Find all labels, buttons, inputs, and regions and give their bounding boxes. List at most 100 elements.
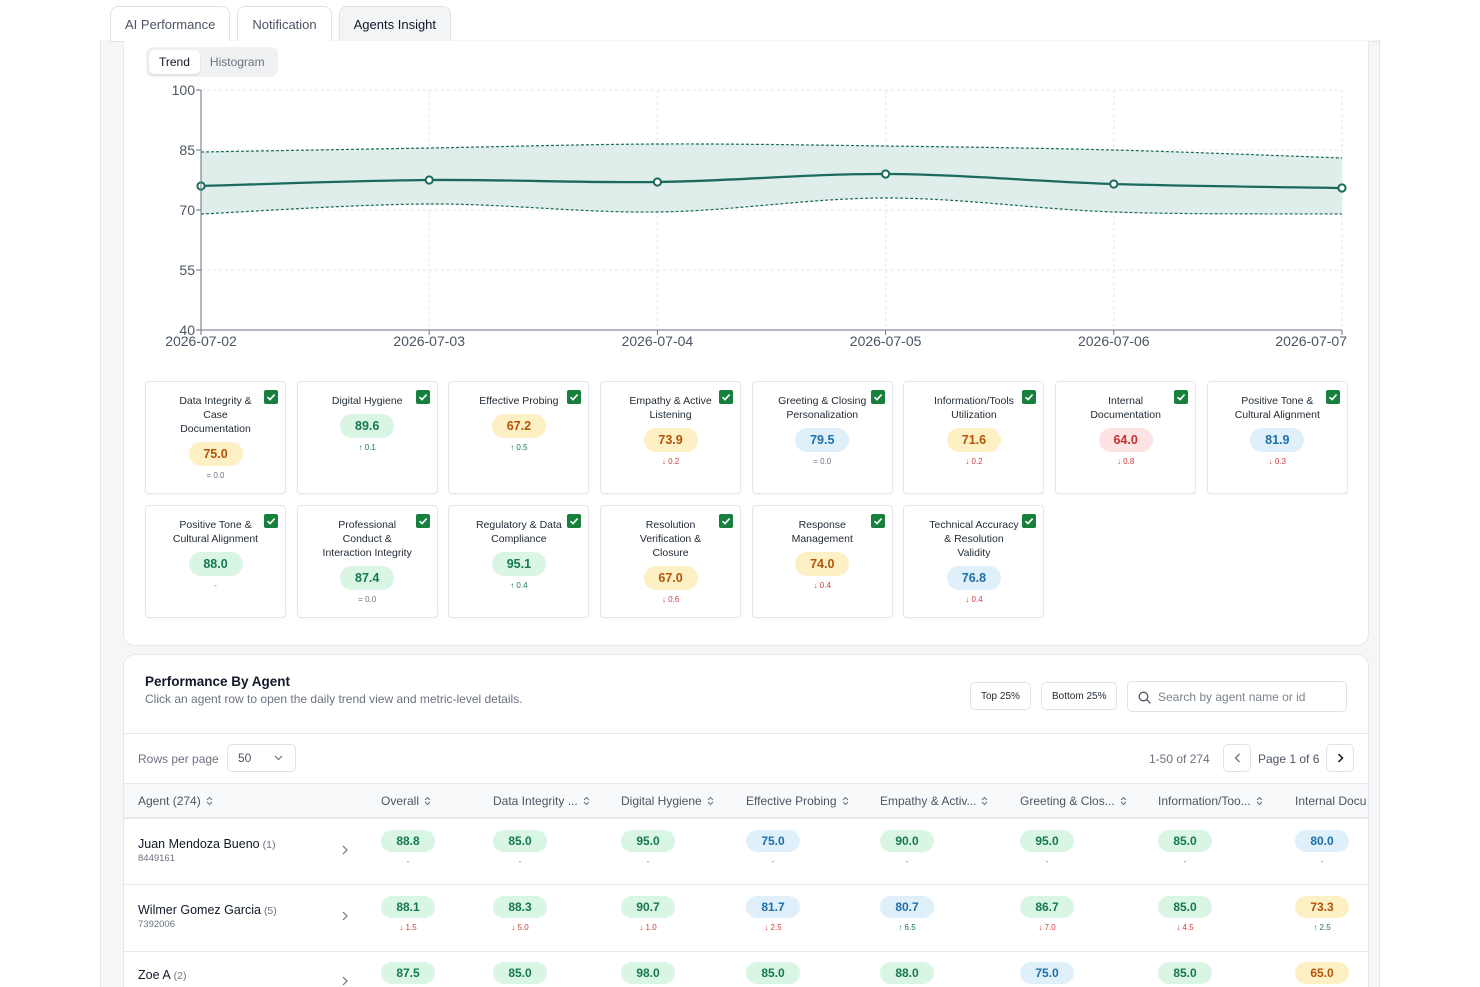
metric-card[interactable]: Empathy & Active Listening 73.9 ↓ 0.2 <box>600 381 742 494</box>
column-header-label: Agent (274) <box>138 794 201 808</box>
chevron-left-icon <box>1234 753 1240 763</box>
score-badge: 85.0 <box>493 962 547 984</box>
metric-card[interactable]: Resolution Verification & Closure 67.0 ↓… <box>600 505 742 618</box>
main-tabs: AI Performance Notification Agents Insig… <box>110 6 452 42</box>
score-cell: 80.0 - <box>1287 830 1357 866</box>
y-tick-label: 70 <box>179 202 195 218</box>
table-row[interactable]: Zoe A (2) 87.5 85.0 98.0 85.0 88.0 75.0 <box>124 951 1368 987</box>
score-delta: ↓ 7.0 <box>1038 923 1056 932</box>
metric-score-badge: 81.9 <box>1250 428 1305 452</box>
agent-name: Juan Mendoza Bueno <box>138 837 260 851</box>
score-delta: - <box>406 857 410 866</box>
metric-score-badge: 71.6 <box>946 428 1001 452</box>
column-header[interactable]: Data Integrity ... <box>493 794 590 808</box>
metric-card[interactable]: Positive Tone & Cultural Alignment 88.0 … <box>145 505 286 618</box>
metric-name: Professional Conduct & Interaction Integ… <box>322 519 412 559</box>
metric-score-badge: 73.9 <box>643 428 698 452</box>
metric-card[interactable]: Positive Tone & Cultural Alignment 81.9 … <box>1206 381 1348 494</box>
checkbox-checked-icon[interactable] <box>719 514 734 528</box>
column-header[interactable]: Internal Docu <box>1295 794 1366 808</box>
score-cell: 95.0 - <box>613 830 683 866</box>
metric-card[interactable]: Technical Accuracy & Resolution Validity… <box>903 505 1045 618</box>
metric-delta: ↓ 0.8 <box>1116 457 1135 466</box>
mean-point <box>652 177 662 187</box>
trend-toggle-button[interactable]: Trend <box>149 50 200 74</box>
checkbox-checked-icon[interactable] <box>870 514 885 528</box>
mean-point <box>424 175 434 185</box>
score-badge: 88.3 <box>493 896 547 918</box>
checkbox-checked-icon[interactable] <box>264 390 278 404</box>
score-badge: 85.0 <box>493 830 547 852</box>
tab-ai-performance[interactable]: AI Performance <box>110 6 231 42</box>
checkbox-checked-icon[interactable] <box>1325 390 1340 404</box>
chevron-right-icon <box>342 845 348 855</box>
agent-evaluation-count: (1) <box>262 839 276 851</box>
score-delta: ↓ 4.5 <box>1176 923 1194 932</box>
table-row[interactable]: Wilmer Gomez Garcia (5) 7392006 88.1 ↓ 1.… <box>124 884 1368 950</box>
metric-score-badge: 87.4 <box>340 566 395 590</box>
checkbox-checked-icon[interactable] <box>870 390 885 404</box>
metric-card[interactable]: Information/Tools Utilization 71.6 ↓ 0.2 <box>903 381 1045 494</box>
mean-point <box>1337 183 1347 193</box>
metric-card[interactable]: Internal Documentation 64.0 ↓ 0.8 <box>1055 381 1197 494</box>
metric-card[interactable]: Regulatory & Data Compliance 95.1 ↑ 0.4 <box>448 505 590 618</box>
score-cell: 85.0 - <box>1150 830 1220 866</box>
tab-agents-insight[interactable]: Agents Insight <box>338 6 452 42</box>
checkbox-checked-icon[interactable] <box>1174 390 1189 404</box>
y-tick-label: 100 <box>172 82 196 98</box>
score-delta: ↓ 1.5 <box>399 923 417 932</box>
score-cell: 75.0 - <box>738 830 808 866</box>
agent-search-input[interactable] <box>1158 689 1338 704</box>
column-header[interactable]: Greeting & Clos... <box>1020 794 1127 808</box>
metric-name: Response Management <box>791 519 853 545</box>
column-header[interactable]: Agent (274) <box>138 794 213 808</box>
metric-card[interactable]: Data Integrity & Case Documentation 75.0… <box>145 381 286 494</box>
checkbox-checked-icon[interactable] <box>415 514 430 528</box>
metric-card[interactable]: Digital Hygiene 89.6 ↑ 0.1 <box>296 381 438 494</box>
score-delta: - <box>1045 857 1049 866</box>
score-badge: 87.5 <box>381 962 435 984</box>
bottom-25-filter-button[interactable]: Bottom 25% <box>1041 682 1118 710</box>
top-25-filter-button[interactable]: Top 25% <box>970 682 1031 710</box>
mean-point <box>881 169 891 179</box>
checkbox-checked-icon[interactable] <box>719 390 734 404</box>
metric-card[interactable]: Professional Conduct & Interaction Integ… <box>296 505 438 618</box>
performance-subtitle: Click an agent row to open the daily tre… <box>145 692 523 706</box>
checkbox-checked-icon[interactable] <box>264 514 278 528</box>
lower-band-line <box>200 197 1343 215</box>
checkbox-checked-icon[interactable] <box>567 390 582 404</box>
checkbox-checked-icon[interactable] <box>567 514 582 528</box>
score-badge: 90.0 <box>880 830 934 852</box>
column-header-label: Overall <box>381 794 420 808</box>
upper-band-line <box>200 143 1343 159</box>
column-header[interactable]: Overall <box>381 794 431 808</box>
score-delta: - <box>1183 857 1187 866</box>
metric-card[interactable]: Effective Probing 67.2 ↑ 0.5 <box>448 381 590 494</box>
checkbox-checked-icon[interactable] <box>1022 514 1037 528</box>
metric-delta: ↓ 0.3 <box>1268 457 1286 466</box>
rows-per-page-select[interactable]: 50 <box>227 744 296 772</box>
previous-page-button[interactable] <box>1223 744 1251 772</box>
column-header-label: Internal Docu <box>1295 794 1367 808</box>
sort-icon <box>1120 796 1127 806</box>
table-row[interactable]: Juan Mendoza Bueno (1) 8449161 88.8 - 85.… <box>124 818 1368 884</box>
agent-id: 8449161 <box>138 853 175 864</box>
column-header[interactable]: Empathy & Activ... <box>880 794 988 808</box>
metric-delta: = 0.0 <box>206 471 225 480</box>
checkbox-checked-icon[interactable] <box>415 390 430 404</box>
metric-card[interactable]: Greeting & Closing Personalization 79.5 … <box>751 381 893 494</box>
column-header[interactable]: Information/Too... <box>1158 794 1263 808</box>
next-page-button[interactable] <box>1326 744 1354 772</box>
x-tick-label: 2026-07-03 <box>393 333 465 349</box>
checkbox-checked-icon[interactable] <box>1022 390 1037 404</box>
histogram-toggle-button[interactable]: Histogram <box>209 55 265 69</box>
chevron-right-icon <box>342 976 348 986</box>
column-header[interactable]: Effective Probing <box>746 794 849 808</box>
tab-notification[interactable]: Notification <box>237 6 332 42</box>
checkmark-icon <box>873 394 882 401</box>
chevron-right-icon <box>1337 753 1344 763</box>
chevron-down-icon <box>274 755 283 761</box>
score-cell: 85.0 ↓ 4.5 <box>1150 896 1220 932</box>
column-header[interactable]: Digital Hygiene <box>621 794 714 808</box>
metric-card[interactable]: Response Management 74.0 ↓ 0.4 <box>751 505 893 618</box>
